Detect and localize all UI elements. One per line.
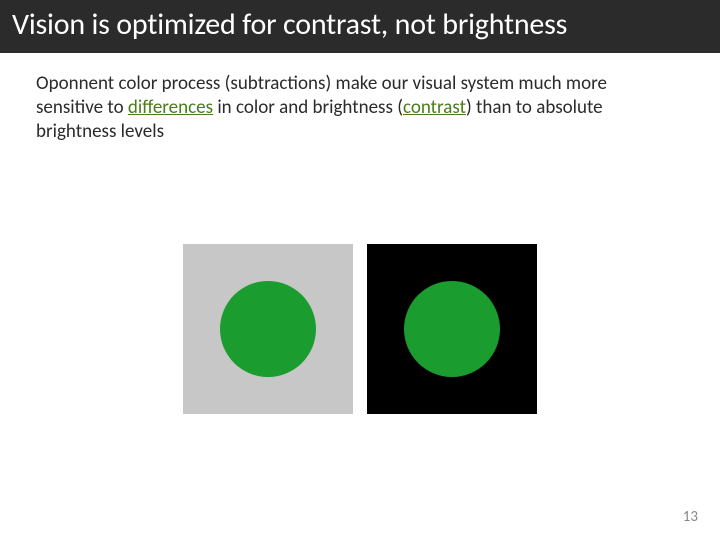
page-number: 13 bbox=[683, 508, 698, 526]
body-paragraph: Oponnent color process (subtractions) ma… bbox=[36, 72, 660, 143]
body-seg2: in color and brightness ( bbox=[213, 96, 403, 119]
slide: Vision is optimized for contrast, not br… bbox=[0, 0, 720, 540]
contrast-figure bbox=[0, 244, 720, 414]
panel-right bbox=[367, 244, 537, 414]
body-link-contrast: contrast bbox=[403, 96, 466, 119]
body-link-differences: differences bbox=[128, 96, 213, 119]
slide-title: Vision is optimized for contrast, not br… bbox=[12, 8, 708, 43]
title-bar: Vision is optimized for contrast, not br… bbox=[0, 0, 720, 53]
circle-left bbox=[220, 281, 316, 377]
panel-left bbox=[183, 244, 353, 414]
circle-right bbox=[404, 281, 500, 377]
